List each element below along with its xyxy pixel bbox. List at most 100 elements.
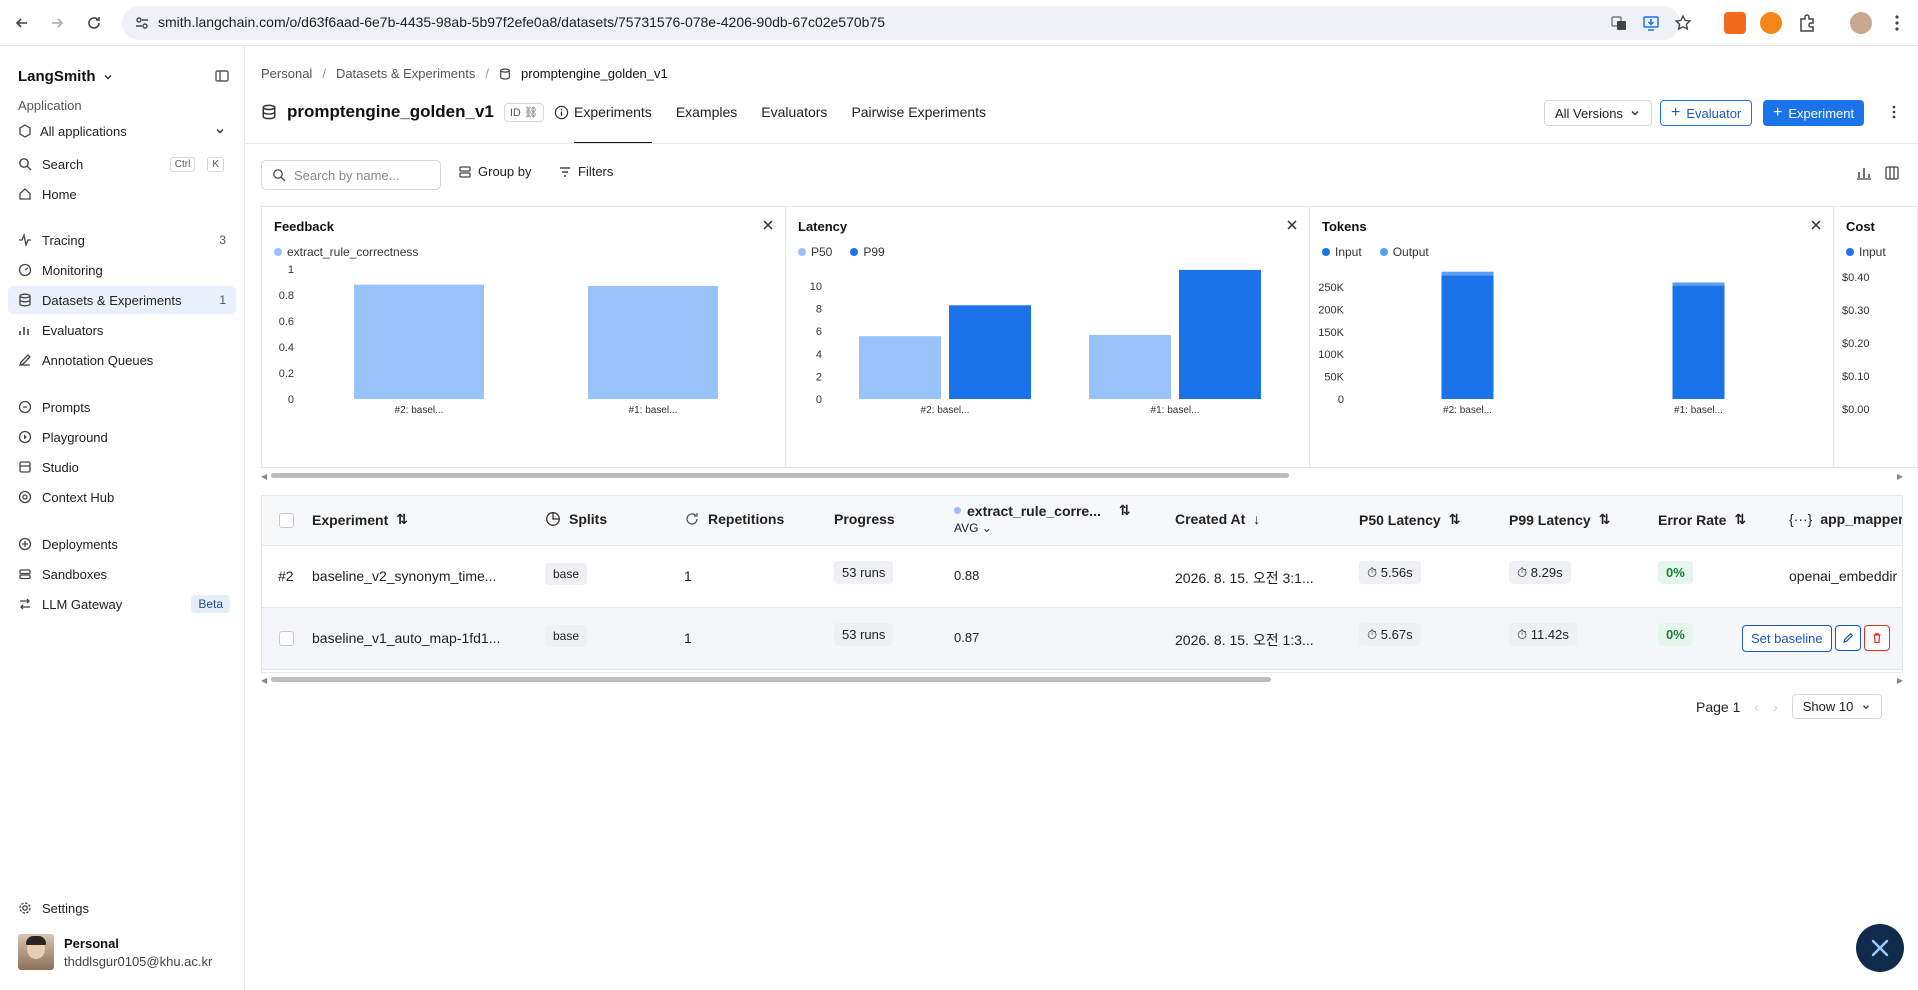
col-repetitions[interactable]: Repetitions bbox=[684, 511, 784, 527]
col-created-at[interactable]: Created At ↓ bbox=[1175, 511, 1260, 527]
legend-item[interactable]: Input bbox=[1846, 245, 1886, 259]
search-input[interactable] bbox=[294, 167, 434, 183]
legend-item[interactable]: Input bbox=[1322, 245, 1362, 259]
close-icon[interactable] bbox=[1286, 219, 1298, 231]
charts-scrollbar[interactable]: ◀ ▶ bbox=[261, 472, 1903, 481]
close-icon[interactable] bbox=[1810, 219, 1822, 231]
col-error-rate[interactable]: Error Rate ⇅ bbox=[1658, 511, 1746, 528]
sidebar-item-prompts[interactable]: Prompts bbox=[8, 393, 236, 421]
breadcrumb-datasets[interactable]: Datasets & Experiments bbox=[335, 66, 476, 81]
col-p50-latency[interactable]: P50 Latency ⇅ bbox=[1359, 511, 1460, 528]
legend-item[interactable]: P99 bbox=[850, 245, 885, 259]
install-app-icon[interactable] bbox=[1642, 14, 1660, 32]
sidebar-item-tracing[interactable]: Tracing 3 bbox=[8, 226, 236, 254]
add-experiment-button[interactable]: + Experiment bbox=[1763, 100, 1865, 126]
bar bbox=[949, 305, 1031, 399]
col-experiment[interactable]: Experiment ⇅ bbox=[312, 511, 408, 528]
site-info-icon[interactable] bbox=[134, 15, 150, 31]
metamask-fox-icon[interactable] bbox=[1760, 12, 1782, 34]
row-checkbox[interactable] bbox=[279, 631, 294, 646]
set-baseline-button[interactable]: Set baseline bbox=[1742, 625, 1832, 652]
application-selector[interactable]: All applications bbox=[10, 119, 234, 143]
pie-icon bbox=[545, 511, 561, 527]
sidebar-collapse-icon[interactable] bbox=[214, 68, 230, 84]
translate-icon[interactable] bbox=[1610, 14, 1628, 32]
profile-avatar-icon[interactable] bbox=[1850, 12, 1872, 34]
sidebar-item-search[interactable]: Search Ctrl K bbox=[8, 150, 236, 178]
tab-evaluators[interactable]: Evaluators bbox=[761, 104, 828, 120]
col-created-label: Created At bbox=[1175, 511, 1246, 527]
col-splits[interactable]: Splits bbox=[545, 511, 607, 527]
sidebar-item-label: Annotation Queues bbox=[42, 352, 154, 368]
info-icon[interactable] bbox=[554, 105, 569, 120]
sidebar-item-evaluators[interactable]: Evaluators bbox=[8, 316, 236, 344]
breadcrumb-personal[interactable]: Personal bbox=[261, 66, 313, 81]
legend-item[interactable]: extract_rule_correctness bbox=[274, 245, 418, 259]
legend-item[interactable]: P50 bbox=[798, 245, 832, 259]
add-evaluator-button[interactable]: + Evaluator bbox=[1660, 100, 1753, 126]
sidebar-item-datasets[interactable]: Datasets & Experiments 1 bbox=[8, 286, 236, 314]
experiment-name[interactable]: baseline_v1_auto_map-1fd1... bbox=[312, 630, 501, 646]
sidebar-item-label: Prompts bbox=[42, 399, 91, 415]
table-scrollbar[interactable]: ◀ ▶ bbox=[261, 676, 1903, 685]
col-feedback[interactable]: extract_rule_corre... ⇅ AVG ⌄ bbox=[954, 502, 1131, 535]
col-app-mapper[interactable]: {···} app_mapper bbox=[1789, 511, 1902, 527]
copy-id-button[interactable]: ID ⛓ bbox=[503, 102, 544, 122]
aggregation-dropdown[interactable]: AVG ⌄ bbox=[954, 521, 992, 535]
col-progress[interactable]: Progress bbox=[834, 511, 895, 527]
bookmark-star-icon[interactable] bbox=[1674, 14, 1692, 32]
charts-scrollbar-thumb[interactable] bbox=[271, 473, 1289, 478]
edit-icon[interactable] bbox=[1834, 625, 1861, 651]
table-row[interactable]: baseline_v1_auto_map-1fd1... base 1 53 r… bbox=[262, 608, 1902, 670]
col-p99-latency[interactable]: P99 Latency ⇅ bbox=[1509, 511, 1610, 528]
tab-experiments[interactable]: Experiments bbox=[574, 96, 652, 144]
tab-examples[interactable]: Examples bbox=[675, 104, 738, 120]
help-chat-button[interactable] bbox=[1856, 924, 1904, 972]
address-bar[interactable]: smith.langchain.com/o/d63f6aad-6e7b-4435… bbox=[122, 6, 1692, 40]
prev-page-icon[interactable]: ‹ bbox=[1754, 698, 1760, 715]
page-size-dropdown[interactable]: Show 10 bbox=[1791, 694, 1883, 719]
sidebar-item-monitoring[interactable]: Monitoring bbox=[8, 256, 236, 284]
sidebar-item-context-hub[interactable]: Context Hub bbox=[8, 483, 236, 511]
sidebar-item-sandboxes[interactable]: Sandboxes bbox=[8, 560, 236, 588]
reload-icon[interactable] bbox=[82, 11, 106, 35]
tokens-legend: Input Output bbox=[1322, 245, 1429, 259]
group-by-button[interactable]: Group by bbox=[458, 164, 531, 179]
sidebar-item-playground[interactable]: Playground bbox=[8, 423, 236, 451]
sidebar: LangSmith Application All applications S… bbox=[0, 46, 245, 990]
table-row[interactable]: #2 baseline_v2_synonym_time... base 1 53… bbox=[262, 546, 1902, 608]
workspace-switcher[interactable]: LangSmith bbox=[18, 68, 114, 85]
pagination: Page 1 ‹ › Show 10 bbox=[1696, 694, 1883, 719]
delete-icon[interactable] bbox=[1863, 625, 1890, 651]
studio-icon bbox=[18, 460, 32, 474]
sidebar-item-deployments[interactable]: Deployments bbox=[8, 530, 236, 558]
sidebar-item-studio[interactable]: Studio bbox=[8, 453, 236, 481]
y-tick-label: 4 bbox=[816, 349, 822, 361]
sidebar-item-home[interactable]: Home bbox=[8, 180, 236, 208]
extension-orange-icon[interactable] bbox=[1724, 12, 1746, 34]
legend-item[interactable]: Output bbox=[1379, 245, 1429, 259]
columns-view-icon[interactable] bbox=[1884, 165, 1900, 181]
table-scrollbar-thumb[interactable] bbox=[271, 677, 1271, 682]
user-profile[interactable]: Personal thddlsgur0105@khu.ac.kr bbox=[18, 934, 212, 970]
y-tick-label: $0.40 bbox=[1842, 272, 1870, 284]
forward-icon[interactable] bbox=[45, 11, 69, 35]
close-icon[interactable] bbox=[762, 219, 774, 231]
select-all-checkbox[interactable] bbox=[279, 513, 294, 528]
sidebar-item-settings[interactable]: Settings bbox=[8, 894, 236, 922]
browser-menu-icon[interactable] bbox=[1886, 12, 1908, 34]
experiment-name[interactable]: baseline_v2_synonym_time... bbox=[312, 568, 497, 584]
filters-button[interactable]: Filters bbox=[558, 164, 613, 179]
sidebar-item-annotation-queues[interactable]: Annotation Queues bbox=[8, 346, 236, 374]
tab-pairwise-experiments[interactable]: Pairwise Experiments bbox=[851, 104, 987, 120]
chart-view-icon[interactable] bbox=[1856, 165, 1872, 181]
extensions-puzzle-icon[interactable] bbox=[1796, 12, 1818, 34]
back-icon[interactable] bbox=[10, 11, 34, 35]
versions-dropdown[interactable]: All Versions bbox=[1544, 100, 1652, 126]
home-icon bbox=[18, 187, 32, 201]
sidebar-item-llm-gateway[interactable]: LLM Gateway Beta bbox=[8, 590, 236, 618]
legend-label: Output bbox=[1392, 245, 1429, 259]
feedback-chart-panel: Feedback extract_rule_correctness 0 0.2 0.… bbox=[262, 207, 786, 467]
more-options-icon[interactable] bbox=[1886, 104, 1902, 120]
next-page-icon[interactable]: › bbox=[1773, 698, 1778, 715]
